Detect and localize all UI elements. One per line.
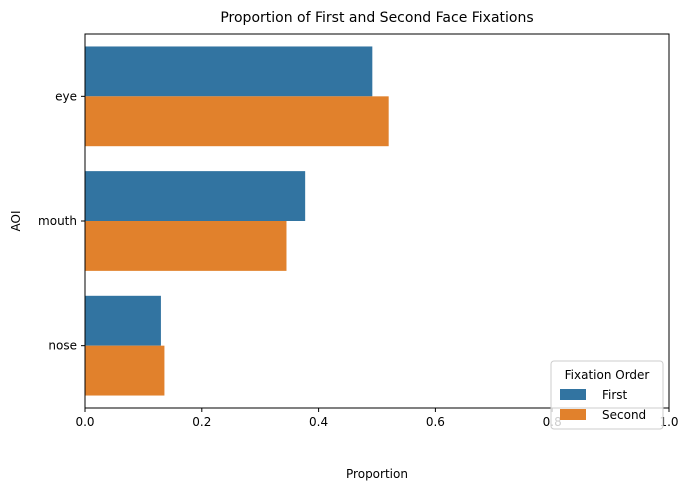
y-axis-title: AOI <box>9 211 23 232</box>
y-tick-label-eye: eye <box>55 89 77 103</box>
bar-eye-second <box>85 96 389 147</box>
bar-mouth-first <box>85 171 306 221</box>
x-tick-label: 1.0 <box>659 415 678 429</box>
bar-eye-first <box>85 46 373 97</box>
x-tick-label: 0.6 <box>426 415 445 429</box>
legend-title: Fixation Order <box>565 368 650 382</box>
legend: Fixation Order First Second <box>550 360 664 430</box>
y-axis: eye mouth nose <box>38 89 85 353</box>
chart-title: Proportion of First and Second Face Fixa… <box>220 10 533 26</box>
bars-group <box>85 46 389 396</box>
y-tick-label-mouth: mouth <box>38 214 77 228</box>
y-tick-label-nose: nose <box>48 339 77 353</box>
x-tick-label: 0.2 <box>192 415 211 429</box>
legend-label-first: First <box>602 388 628 402</box>
bar-nose-first <box>85 295 161 346</box>
legend-label-second: Second <box>602 408 646 422</box>
bar-mouth-second <box>85 221 287 271</box>
bar-nose-second <box>85 345 165 396</box>
x-axis-title: Proportion <box>346 467 408 481</box>
legend-entries: First Second <box>560 388 646 422</box>
legend-swatch-second <box>560 409 586 420</box>
x-tick-label: 0.0 <box>75 415 94 429</box>
legend-swatch-first <box>560 389 586 400</box>
x-tick-label: 0.4 <box>309 415 328 429</box>
